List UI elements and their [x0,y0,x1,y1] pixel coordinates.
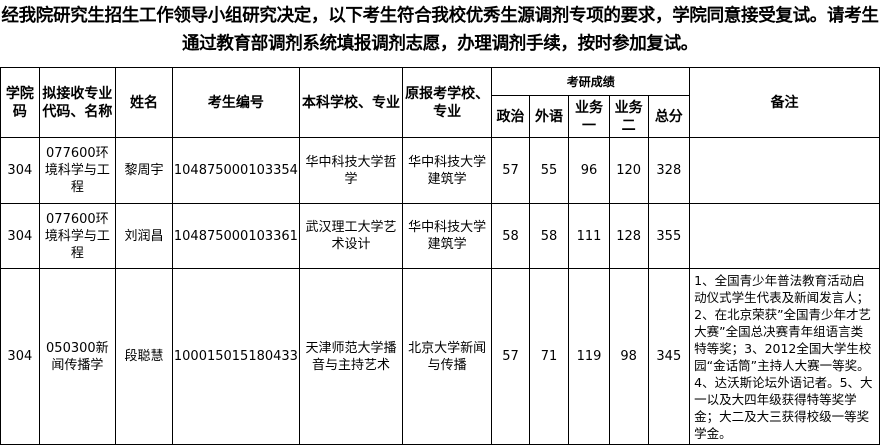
header-politics: 政治 [491,95,530,138]
header-biz2: 业务二 [608,95,649,138]
header-name: 姓名 [115,67,173,138]
cell-biz2: 120 [608,137,649,204]
cell-total: 355 [647,203,691,269]
cell-name: 黎周宇 [115,137,173,204]
header-college-code: 学院码 [0,67,40,138]
cell-major: 077600环境科学与工程 [38,203,117,269]
header-remarks: 备注 [689,67,880,138]
cell-biz2: 98 [608,268,649,445]
cell-politics: 58 [491,203,530,269]
cell-total: 345 [647,268,691,445]
table-row: 304 050300新闻传播学 段聪慧 100015015180433 天津师范… [0,268,880,445]
header-scores: 考研成绩 [491,67,691,96]
cell-undergrad: 武汉理工大学艺术设计 [298,203,403,269]
cell-exam-no: 100015015180433 [171,268,300,445]
cell-name: 刘润昌 [115,203,173,269]
cell-biz2: 128 [608,203,649,269]
cell-exam-no: 104875000103361 [171,203,300,269]
cell-undergrad: 华中科技大学哲学 [298,137,403,204]
header-biz1: 业务一 [568,95,610,138]
header-total: 总分 [647,95,691,138]
header-major: 拟接收专业代码、名称 [38,67,117,138]
cell-politics: 57 [491,268,530,445]
header-foreign: 外语 [528,95,570,138]
cell-code: 304 [0,203,40,269]
header-exam-no: 考生编号 [171,67,300,138]
cell-foreign: 55 [528,137,570,204]
cell-biz1: 111 [568,203,610,269]
cell-undergrad: 天津师范大学播音与主持艺术 [298,268,403,445]
cell-remarks [689,137,880,204]
cell-orig: 华中科技大学建筑学 [401,137,493,204]
cell-total: 328 [647,137,691,204]
cell-orig: 华中科技大学建筑学 [401,203,493,269]
cell-remarks [689,203,880,269]
table-row: 304 077600环境科学与工程 刘润昌 104875000103361 武汉… [0,203,880,269]
cell-major: 050300新闻传播学 [38,268,117,445]
cell-biz1: 119 [568,268,610,445]
cell-foreign: 71 [528,268,570,445]
cell-code: 304 [0,137,40,204]
cell-exam-no: 104875000103354 [171,137,300,204]
cell-remarks: 1、全国青少年普法教育活动启动仪式学生代表及新闻发言人；2、在北京荣获”全国青少… [689,268,880,445]
cell-code: 304 [0,268,40,445]
admission-table: 学院码 拟接收专业代码、名称 姓名 考生编号 本科学校、专业 原报考学校、专业 … [0,67,880,445]
header-undergrad: 本科学校、专业 [298,67,403,138]
cell-biz1: 96 [568,137,610,204]
intro-text: 经我院研究生招生工作领导小组研究决定，以下考生符合我校优秀生源调剂专项的要求，学… [1,6,879,54]
table-row: 304 077600环境科学与工程 黎周宇 104875000103354 华中… [0,137,880,204]
cell-name: 段聪慧 [115,268,173,445]
cell-politics: 57 [491,137,530,204]
cell-orig: 北京大学新闻与传播 [401,268,493,445]
header-orig: 原报考学校、专业 [401,67,493,138]
cell-foreign: 58 [528,203,570,269]
cell-major: 077600环境科学与工程 [38,137,117,204]
